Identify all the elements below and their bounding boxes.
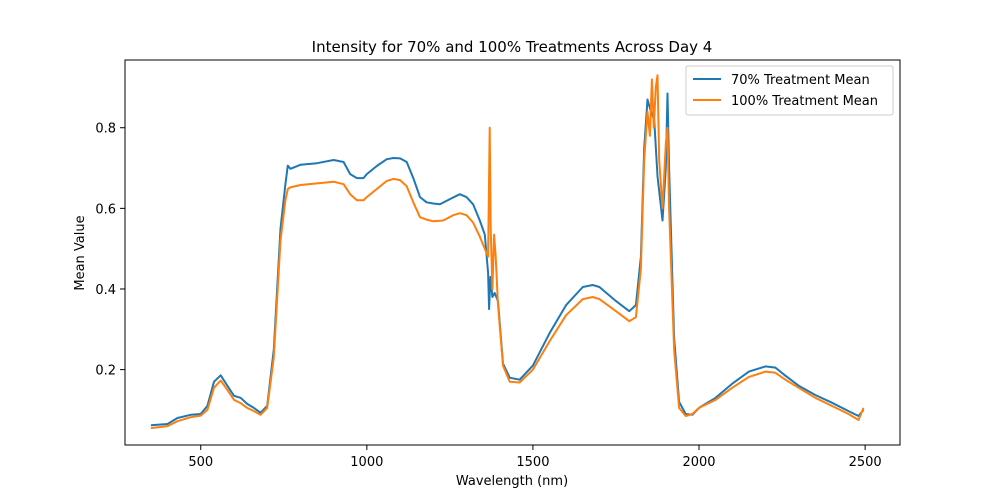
x-axis-label: Wavelength (nm)	[456, 474, 568, 489]
y-tick-label: 0.6	[95, 202, 116, 217]
plot-frame	[124, 59, 901, 446]
series-line-1	[150, 74, 865, 430]
legend: 70% Treatment Mean 100% Treatment Mean	[685, 65, 894, 116]
legend-box	[685, 65, 894, 116]
x-tick-label: 500	[188, 455, 213, 470]
y-tick-label: 0.8	[95, 122, 116, 137]
series-layer	[150, 74, 865, 430]
y-axis-ticks: 0.2 0.4 0.6 0.8	[95, 122, 125, 379]
x-tick-label: 1000	[350, 455, 383, 470]
x-tick-label: 2500	[849, 455, 882, 470]
y-axis-label: Mean Value	[73, 215, 88, 290]
x-tick-label: 1500	[516, 455, 549, 470]
y-tick-label: 0.4	[95, 283, 116, 298]
legend-label-100: 100% Treatment Mean	[731, 94, 878, 109]
x-tick-label: 2000	[682, 455, 715, 470]
chart-title: Intensity for 70% and 100% Treatments Ac…	[312, 38, 713, 56]
x-axis-ticks: 500 1000 1500 2000 2500	[188, 445, 882, 470]
legend-label-70: 70% Treatment Mean	[731, 73, 870, 88]
y-tick-label: 0.2	[95, 364, 116, 379]
